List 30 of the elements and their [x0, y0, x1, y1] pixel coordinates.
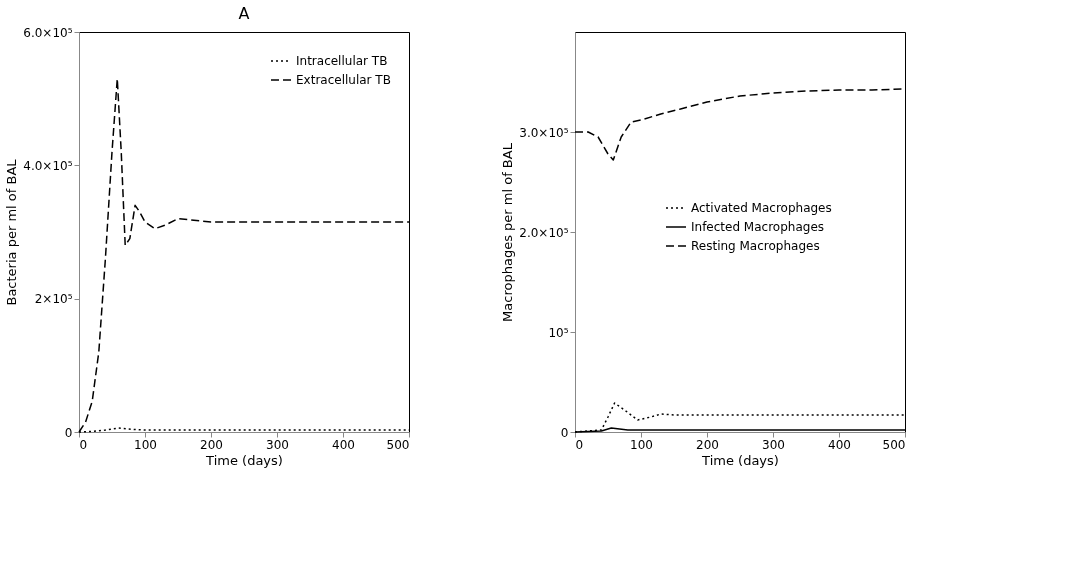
x-tick-label: 400 — [828, 437, 851, 452]
y-tick-label: 4.0×10⁵ — [23, 158, 73, 173]
x-tick-label: 400 — [332, 437, 355, 452]
x-tick-label: 200 — [200, 437, 223, 452]
legend-label: Extracellular TB — [296, 73, 391, 87]
x-axis-title: Time (days) — [701, 452, 779, 468]
y-tick-label: 2.0×10⁵ — [519, 225, 569, 240]
x-tick-label: 500 — [386, 437, 410, 452]
legend-label: Infected Macrophages — [691, 220, 825, 234]
legend-label: Intracellular TB — [296, 54, 388, 68]
y-tick-label: 2×10⁵ — [34, 292, 73, 307]
x-tick-label: 500 — [882, 437, 906, 452]
x-tick-label: 100 — [134, 437, 157, 452]
x-tick-label: 300 — [266, 437, 289, 452]
y-axis-title: Bacteria per ml of BAL — [4, 158, 20, 306]
legend-label: Resting Macrophages — [691, 239, 820, 253]
x-tick-label: 300 — [762, 437, 785, 452]
x-tick-label: 100 — [630, 437, 653, 452]
x-tick-label: 0 — [575, 437, 584, 452]
x-tick-label: 200 — [696, 437, 719, 452]
y-tick-label: 0 — [560, 425, 569, 440]
y-tick-label: 0 — [64, 425, 73, 440]
legend-label: Activated Macrophages — [691, 201, 832, 215]
x-tick-label: 0 — [79, 437, 88, 452]
y-axis-title: Macrophages per ml of BAL — [500, 142, 516, 322]
x-axis-title: Time (days) — [205, 452, 283, 468]
chart-title: A — [238, 4, 250, 23]
y-tick-label: 6.0×10⁵ — [23, 25, 73, 40]
y-tick-label: 3.0×10⁵ — [519, 125, 569, 140]
y-tick-label: 10⁵ — [548, 325, 569, 340]
